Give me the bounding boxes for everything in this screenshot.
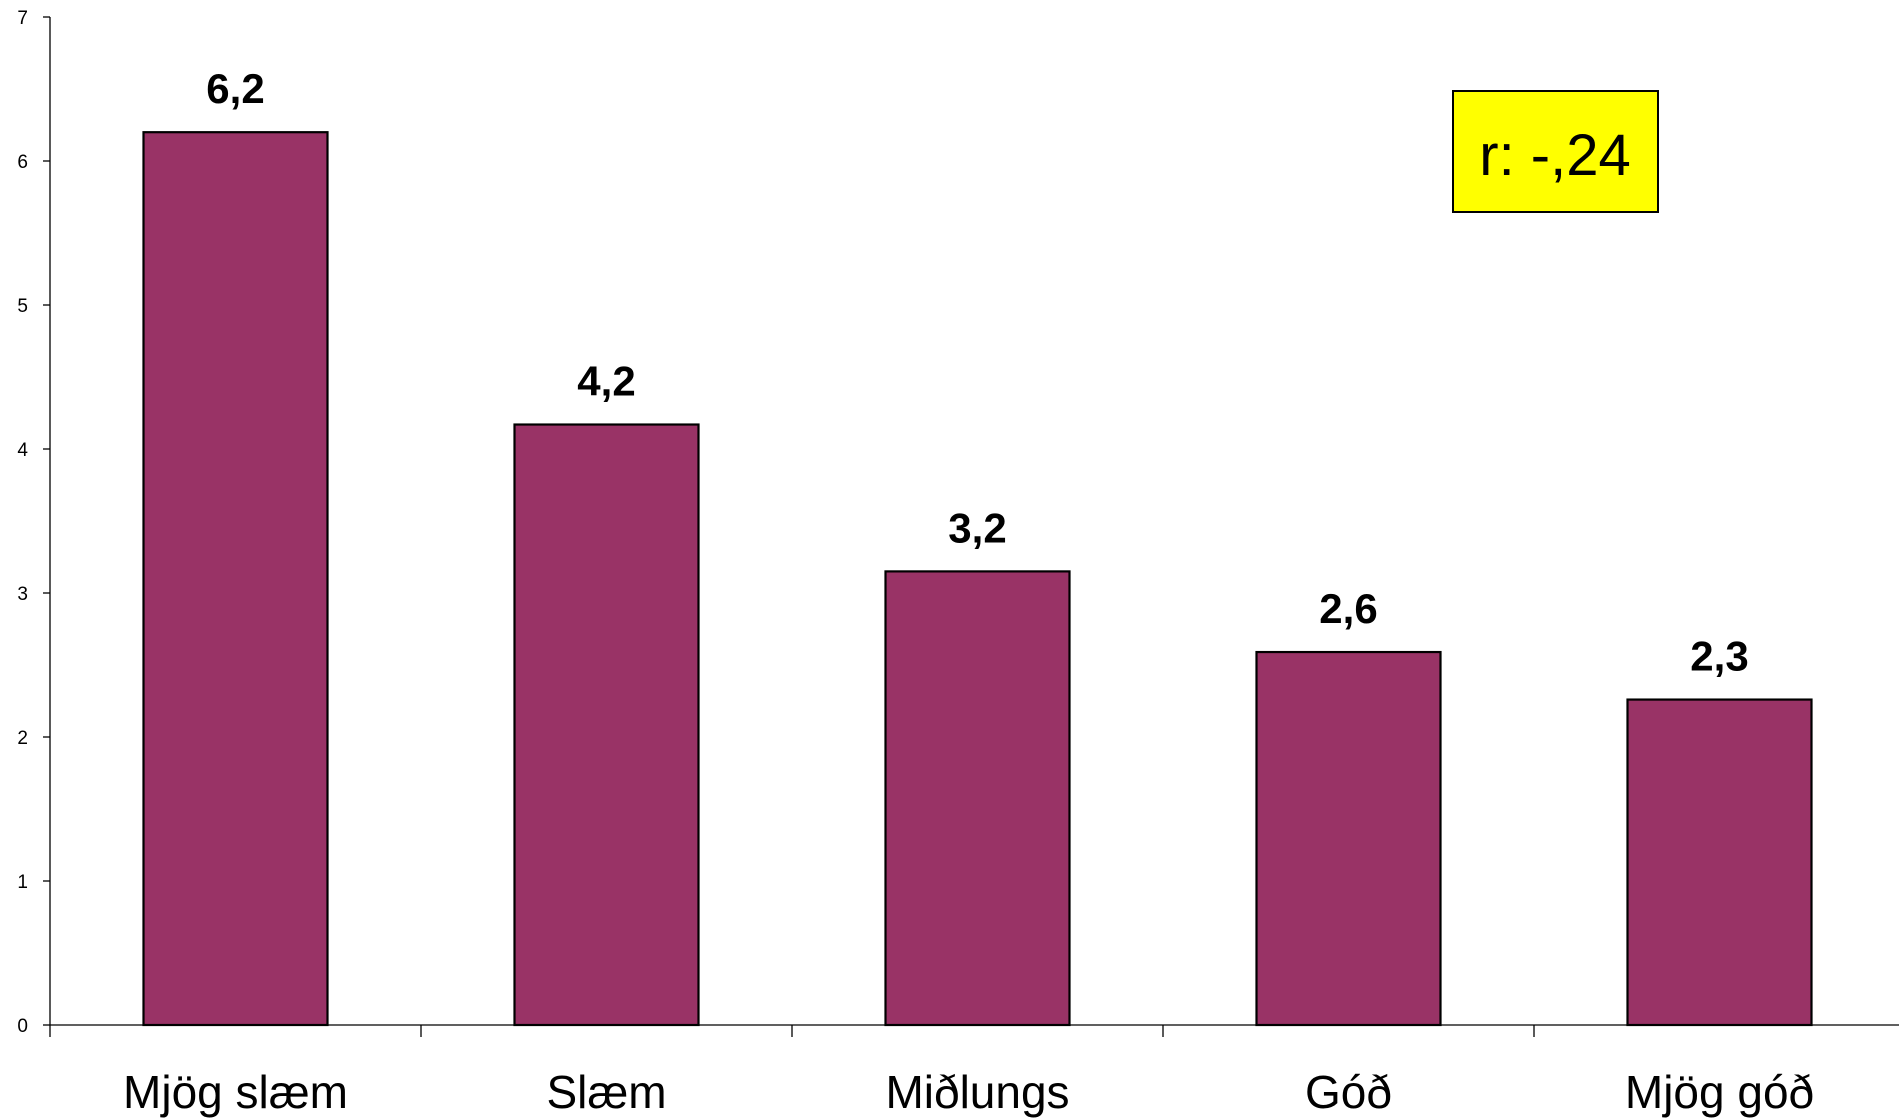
bar-value-label: 2,6	[1319, 585, 1377, 632]
y-tick-label: 7	[17, 8, 28, 29]
y-tick-label: 5	[17, 296, 28, 317]
x-tick-label: Góð	[1305, 1066, 1392, 1118]
y-tick-label: 4	[17, 440, 28, 461]
x-tick-label: Mjög slæm	[123, 1066, 348, 1118]
annotation-box	[1452, 90, 1659, 213]
x-tick-label: Slæm	[546, 1066, 666, 1118]
bar-value-label: 3,2	[948, 504, 1006, 551]
bar-value-label: 4,2	[577, 358, 635, 405]
bars	[142, 131, 1813, 1027]
correlation-annotation: r: -,24	[1452, 90, 1659, 213]
y-tick-label: 3	[17, 584, 28, 605]
x-axis: Mjög slæm Slæm Miðlungs Góð Mjög góð	[49, 1024, 1899, 1118]
bar	[1255, 650, 1442, 1027]
data-labels: 6,2 4,2 3,2 2,6 2,3	[206, 65, 1748, 679]
y-tick-label: 6	[17, 152, 28, 173]
y-tick-label: 2	[17, 728, 28, 749]
y-tick-label: 1	[17, 872, 28, 893]
bar	[1626, 698, 1813, 1027]
annotation-text: r: -,24	[1479, 123, 1631, 188]
bar-value-label: 6,2	[206, 65, 264, 112]
x-tick-label: Mjög góð	[1625, 1066, 1814, 1118]
x-tick-label: Miðlungs	[885, 1066, 1069, 1118]
bar	[513, 423, 700, 1027]
y-axis: 0 1 2 3 4 5 6 7	[17, 8, 51, 1037]
bar-value-label: 2,3	[1690, 633, 1748, 680]
y-tick-label: 0	[17, 1016, 28, 1037]
bar	[142, 131, 329, 1027]
bar	[884, 570, 1071, 1027]
